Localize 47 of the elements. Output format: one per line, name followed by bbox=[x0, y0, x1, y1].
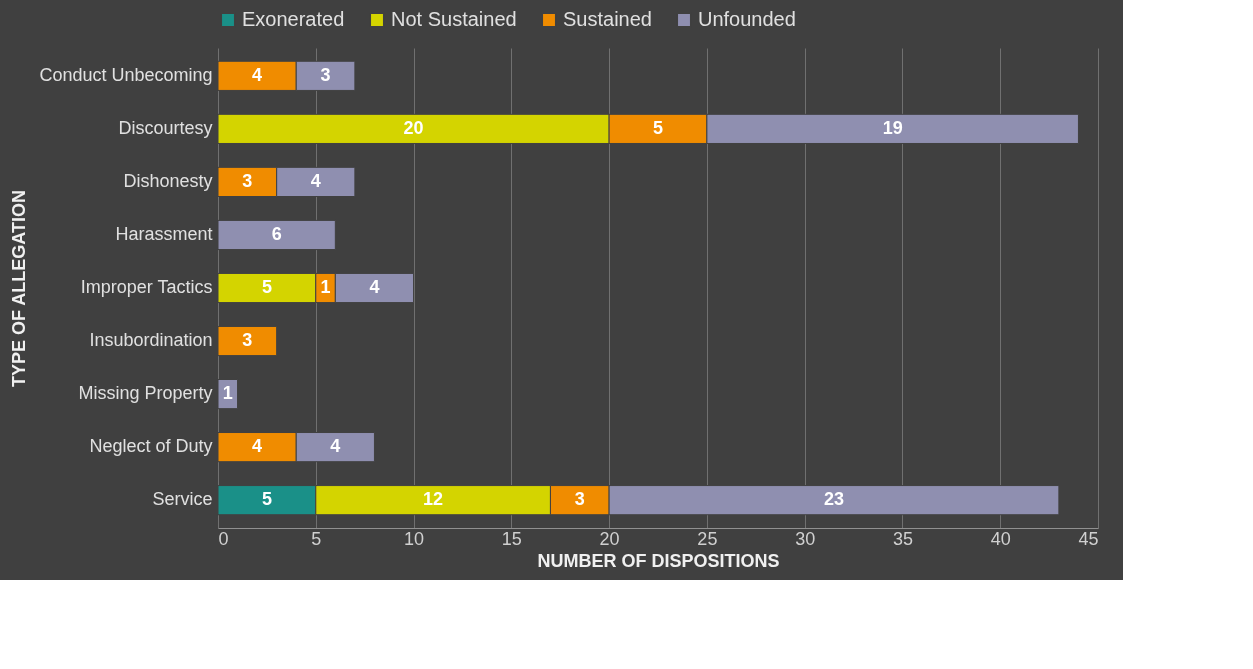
x-tick-label: 10 bbox=[404, 528, 425, 549]
x-tick-label: 35 bbox=[892, 528, 913, 549]
data-label: 3 bbox=[574, 489, 585, 510]
data-label: 5 bbox=[261, 277, 272, 297]
data-label: 20 bbox=[403, 117, 424, 138]
data-label: 4 bbox=[252, 436, 263, 457]
data-label: 3 bbox=[242, 170, 253, 191]
x-tick-label: 40 bbox=[990, 528, 1011, 549]
legend-label: Not Sustained bbox=[391, 8, 517, 30]
y-tick-label: Improper Tactics bbox=[80, 277, 213, 297]
data-label: 4 bbox=[252, 64, 263, 85]
y-tick-label: Neglect of Duty bbox=[89, 436, 213, 457]
data-label: 19 bbox=[882, 117, 903, 138]
x-tick-label: 15 bbox=[501, 528, 522, 549]
data-label: 5 bbox=[261, 489, 272, 510]
x-tick-label: 25 bbox=[697, 528, 718, 549]
x-axis-title: NUMBER OF DISPOSITIONS bbox=[537, 550, 780, 571]
data-label: 5 bbox=[652, 117, 664, 138]
data-label: 12 bbox=[423, 489, 444, 510]
y-tick-label: Discourtesy bbox=[118, 117, 213, 138]
data-label: 4 bbox=[330, 436, 341, 457]
x-tick-label: 45 bbox=[1078, 528, 1099, 549]
y-tick-label: Service bbox=[152, 489, 213, 510]
y-tick-label: Conduct Unbecoming bbox=[39, 64, 213, 85]
bar bbox=[217, 219, 336, 251]
x-tick-label: 20 bbox=[599, 528, 620, 549]
y-tick-label: Insubordination bbox=[89, 330, 213, 351]
data-label: 4 bbox=[369, 277, 380, 297]
data-label: 4 bbox=[310, 170, 321, 191]
bar bbox=[217, 378, 239, 410]
y-axis-title: TYPE OF ALLEGATION bbox=[9, 190, 30, 387]
x-tick-label: 30 bbox=[795, 528, 816, 549]
data-label: 6 bbox=[271, 223, 282, 244]
legend-label: Unfounded bbox=[698, 8, 796, 30]
data-label: 1 bbox=[320, 277, 331, 297]
bar bbox=[217, 325, 278, 357]
data-label: 23 bbox=[823, 489, 845, 510]
data-label: 1 bbox=[222, 383, 233, 404]
data-label: 3 bbox=[320, 64, 331, 85]
data-label: 3 bbox=[242, 330, 253, 351]
y-tick-label: Missing Property bbox=[78, 383, 213, 404]
x-tick-label: 5 bbox=[311, 528, 322, 549]
y-tick-label: Dishonesty bbox=[123, 170, 213, 191]
legend-label: Sustained bbox=[563, 8, 652, 30]
legend-label: Exonerated bbox=[242, 8, 345, 30]
x-tick-label: 0 bbox=[218, 528, 229, 549]
y-tick-label: Harassment bbox=[115, 223, 213, 244]
